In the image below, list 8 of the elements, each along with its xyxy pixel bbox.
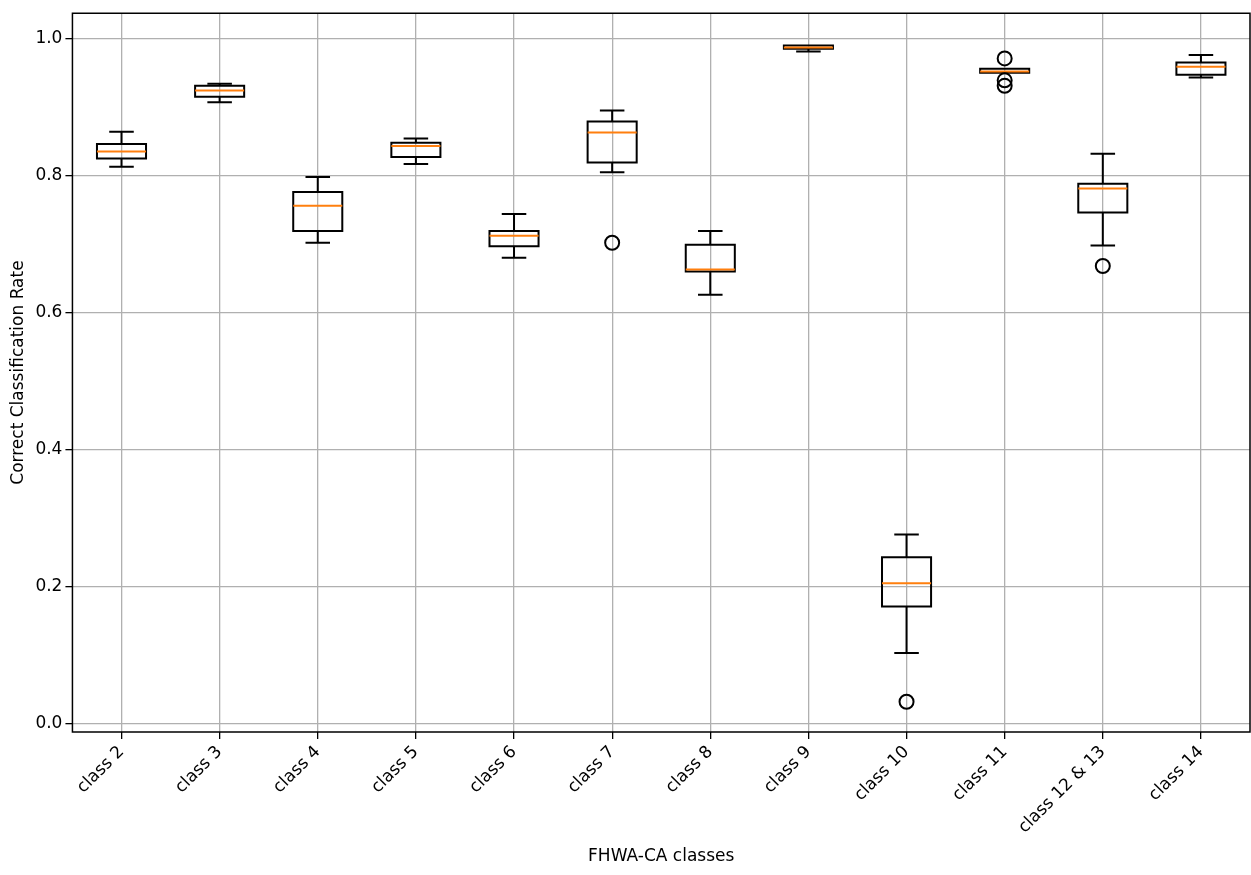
- y-tick-label: 1.0: [35, 26, 63, 47]
- y-axis-title: Correct Classification Rate: [6, 260, 27, 485]
- y-tick-label: 0.8: [35, 164, 63, 184]
- y-tick-label: 0.0: [35, 712, 63, 733]
- y-tick-label: 0.6: [35, 301, 63, 322]
- x-axis-title: FHWA-CA classes: [588, 845, 735, 866]
- y-tick-label: 0.2: [35, 575, 63, 596]
- y-tick-label: 0.4: [35, 438, 63, 459]
